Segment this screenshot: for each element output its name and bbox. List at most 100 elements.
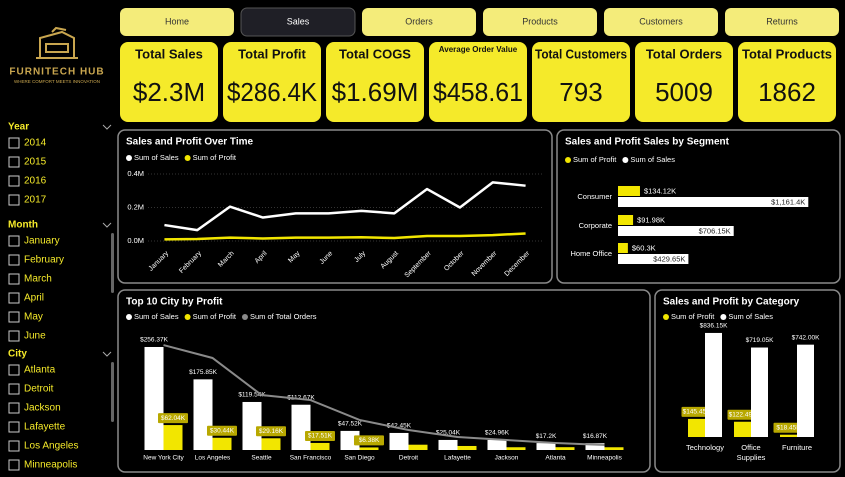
kpi-card: [429, 42, 527, 122]
slicer-option[interactable]: April: [8, 292, 44, 304]
bar: [291, 404, 311, 450]
legend-swatch: [622, 157, 629, 163]
kpi-value: 5009: [655, 77, 713, 107]
x-tick-label: New York City: [143, 455, 184, 462]
legend-label: Sum of Sales: [134, 312, 179, 321]
checkbox[interactable]: [8, 273, 20, 285]
legend-label: Sum of Profit: [193, 312, 237, 321]
checkbox[interactable]: [8, 330, 20, 342]
slicer-option-label: May: [24, 312, 43, 323]
nav-button-bg[interactable]: [240, 7, 356, 37]
data-label: $25.04K: [436, 430, 461, 437]
slicer-option[interactable]: 2015: [8, 156, 47, 168]
bar: [438, 439, 458, 450]
bar: [457, 445, 477, 450]
bar: [618, 254, 689, 264]
slicer-option[interactable]: Detroit: [8, 383, 54, 395]
line-series: [164, 181, 526, 232]
checkbox[interactable]: [8, 440, 20, 452]
nav-button[interactable]: Orders: [362, 8, 476, 36]
checkbox[interactable]: [8, 156, 20, 168]
data-label-bg: [207, 425, 237, 436]
checkbox[interactable]: [8, 235, 20, 247]
kpi-card: [223, 42, 321, 122]
nav-button[interactable]: Products: [483, 8, 597, 36]
checkbox[interactable]: [8, 175, 20, 187]
checkbox[interactable]: [8, 194, 20, 206]
kpi-card: [532, 42, 630, 122]
nav-button-bg[interactable]: [483, 8, 597, 36]
nav-button[interactable]: Customers: [604, 8, 718, 36]
data-label-bg: [305, 430, 335, 441]
x-tick-label: San Diego: [344, 455, 375, 462]
checkbox[interactable]: [8, 364, 20, 376]
brand-name: FURNITECH HUB: [9, 67, 104, 78]
checkbox[interactable]: [8, 383, 20, 395]
kpi-label: Total Orders: [646, 46, 722, 61]
bar: [310, 442, 330, 450]
checkbox[interactable]: [8, 137, 20, 149]
slicer-option[interactable]: March: [8, 273, 52, 285]
slicer-option-label: Detroit: [24, 384, 54, 395]
legend-label: Sum of Sales: [728, 312, 773, 321]
logo: [36, 26, 78, 59]
data-label: $836.15K: [700, 323, 728, 330]
legend-swatch: [663, 314, 669, 320]
x-tick-label: Jackson: [495, 455, 519, 462]
slicer-option[interactable]: Jackson: [8, 402, 61, 414]
slicer-option[interactable]: Minneapolis: [8, 459, 77, 471]
slicer-option[interactable]: January: [8, 235, 60, 247]
data-label: $18.45K: [776, 424, 801, 431]
slicer-option[interactable]: February: [8, 254, 64, 266]
nav-button[interactable]: Home: [120, 8, 234, 36]
x-tick-label: Minneapolis: [587, 455, 622, 462]
data-label: $122.49K: [729, 411, 757, 418]
nav-button-label: Orders: [405, 16, 433, 26]
nav-button-bg[interactable]: [120, 8, 234, 36]
slicer-option[interactable]: 2016: [8, 175, 47, 187]
kpi-label: Total Profit: [238, 46, 306, 61]
nav-button[interactable]: Returns: [725, 8, 839, 36]
legend-label: Sum of Profit: [671, 312, 715, 321]
slicer-option[interactable]: Atlanta: [8, 364, 56, 376]
legend-swatch: [241, 314, 248, 320]
chart-title: Sales and Profit by Category: [663, 297, 800, 308]
checkbox[interactable]: [8, 311, 20, 323]
slicer-option[interactable]: 2017: [8, 194, 47, 206]
data-label: $742.00K: [792, 334, 820, 341]
bar: [688, 418, 705, 437]
nav-button-bg[interactable]: [362, 8, 476, 36]
nav-button-label: Sales: [287, 16, 310, 26]
chart-title: Sales and Profit Over Time: [126, 137, 254, 148]
nav-button-bg[interactable]: [725, 8, 839, 36]
checkbox[interactable]: [8, 254, 20, 266]
slicer-option[interactable]: June: [8, 330, 46, 342]
legend-label: Sum of Sales: [630, 155, 675, 164]
scrollbar: [111, 362, 114, 422]
slicer-option[interactable]: May: [8, 311, 43, 323]
x-tick-label-box: Technology: [686, 443, 724, 452]
x-tick-label: Office Supplies: [736, 443, 766, 462]
line-series: [163, 344, 605, 447]
checkbox[interactable]: [8, 402, 20, 414]
data-label: $62.04K: [161, 415, 186, 422]
slicer-option-label: 2014: [24, 138, 47, 149]
slicer-option-label: March: [24, 274, 52, 285]
checkbox[interactable]: [8, 459, 20, 471]
nav-button[interactable]: Sales: [240, 7, 356, 37]
kpi-label: Total Products: [742, 46, 832, 61]
bar: [734, 421, 751, 437]
bar: [604, 447, 624, 450]
slicer-option[interactable]: 2014: [8, 137, 47, 149]
slicer-option[interactable]: Los Angeles: [8, 440, 79, 452]
logo-icon: [36, 26, 78, 59]
x-tick-label: Seattle: [251, 455, 272, 462]
slicer-option[interactable]: Lafayette: [8, 421, 66, 433]
data-label: $16.87K: [583, 433, 608, 440]
data-label: $134.12K: [644, 186, 676, 195]
checkbox[interactable]: [8, 421, 20, 433]
nav-button-bg[interactable]: [604, 8, 718, 36]
checkbox[interactable]: [8, 292, 20, 304]
slicer-option-label: Minneapolis: [24, 460, 77, 471]
bar: [487, 439, 507, 450]
